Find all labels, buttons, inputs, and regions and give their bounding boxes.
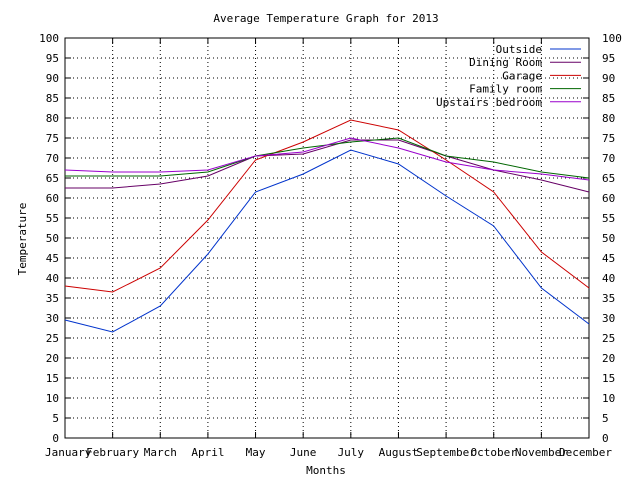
series-line-3 (64, 119, 590, 293)
x-tick-label: August (379, 446, 419, 459)
y-tick-label-left: 10 (46, 392, 59, 405)
y-tick-label-right: 5 (602, 412, 609, 425)
y-tick-label-left: 85 (46, 92, 59, 105)
y-tick-label-right: 0 (602, 432, 609, 445)
legend-label-2: Dining Room (469, 56, 542, 69)
y-tick-label-left: 55 (46, 212, 59, 225)
series-line-5 (64, 137, 590, 181)
y-tick-label-right: 35 (602, 292, 615, 305)
y-tick-label-left: 20 (46, 352, 59, 365)
y-tick-label-right: 70 (602, 152, 615, 165)
y-tick-label-left: 75 (46, 132, 59, 145)
legend-label-4: Family room (469, 83, 542, 96)
y-tick-label-right: 25 (602, 332, 615, 345)
y-tick-label-left: 50 (46, 232, 59, 245)
legend-label-1: Outside (496, 43, 542, 56)
x-axis-label: Months (306, 464, 346, 477)
y-tick-label-right: 15 (602, 372, 615, 385)
y-tick-label-left: 40 (46, 272, 59, 285)
y-tick-label-left: 65 (46, 172, 59, 185)
grid (65, 38, 589, 438)
y-tick-label-right: 90 (602, 72, 615, 85)
y-tick-label-left: 100 (39, 32, 59, 45)
x-tick-label: June (290, 446, 317, 459)
x-tick-label: February (86, 446, 139, 459)
x-tick-label: May (246, 446, 266, 459)
y-tick-label-right: 30 (602, 312, 615, 325)
x-tick-label: January (45, 446, 92, 459)
legend-label-3: Garage (502, 69, 542, 82)
y-tick-label-right: 85 (602, 92, 615, 105)
y-tick-label-left: 15 (46, 372, 59, 385)
series-line-2 (65, 139, 590, 193)
x-tick-label: December (559, 446, 612, 459)
x-tick-label: November (515, 446, 568, 459)
y-tick-label-left: 80 (46, 112, 59, 125)
y-tick-label-right: 95 (602, 52, 615, 65)
y-tick-label-right: 50 (602, 232, 615, 245)
y-tick-label-left: 45 (46, 252, 59, 265)
y-tick-label-right: 80 (602, 112, 615, 125)
y-axis-label: Temperature (16, 203, 29, 276)
plot-border (64, 37, 590, 439)
y-tick-label-right: 10 (602, 392, 615, 405)
legend-label-5: Upstairs bedroom (436, 96, 542, 109)
y-tick-label-left: 5 (52, 412, 59, 425)
y-tick-label-left: 25 (46, 332, 59, 345)
y-tick-label-left: 30 (46, 312, 59, 325)
y-tick-label-left: 70 (46, 152, 59, 165)
y-tick-label-left: 0 (52, 432, 59, 445)
y-tick-label-left: 35 (46, 292, 59, 305)
x-tick-label: July (338, 446, 365, 459)
y-tick-label-right: 40 (602, 272, 615, 285)
x-tick-label: October (471, 446, 518, 459)
y-tick-label-right: 60 (602, 192, 615, 205)
y-tick-label-left: 60 (46, 192, 59, 205)
y-tick-label-right: 45 (602, 252, 615, 265)
chart-title: Average Temperature Graph for 2013 (213, 12, 438, 25)
y-tick-label-right: 75 (602, 132, 615, 145)
x-tick-label: April (191, 446, 224, 459)
y-tick-label-right: 55 (602, 212, 615, 225)
y-tick-label-right: 65 (602, 172, 615, 185)
y-tick-label-left: 90 (46, 72, 59, 85)
series-lines (64, 119, 590, 333)
x-tick-label: September (416, 446, 476, 459)
series-line-1 (64, 149, 590, 333)
y-tick-label-left: 95 (46, 52, 59, 65)
x-tick-label: March (144, 446, 177, 459)
y-tick-label-right: 20 (602, 352, 615, 365)
y-tick-label-right: 100 (602, 32, 622, 45)
